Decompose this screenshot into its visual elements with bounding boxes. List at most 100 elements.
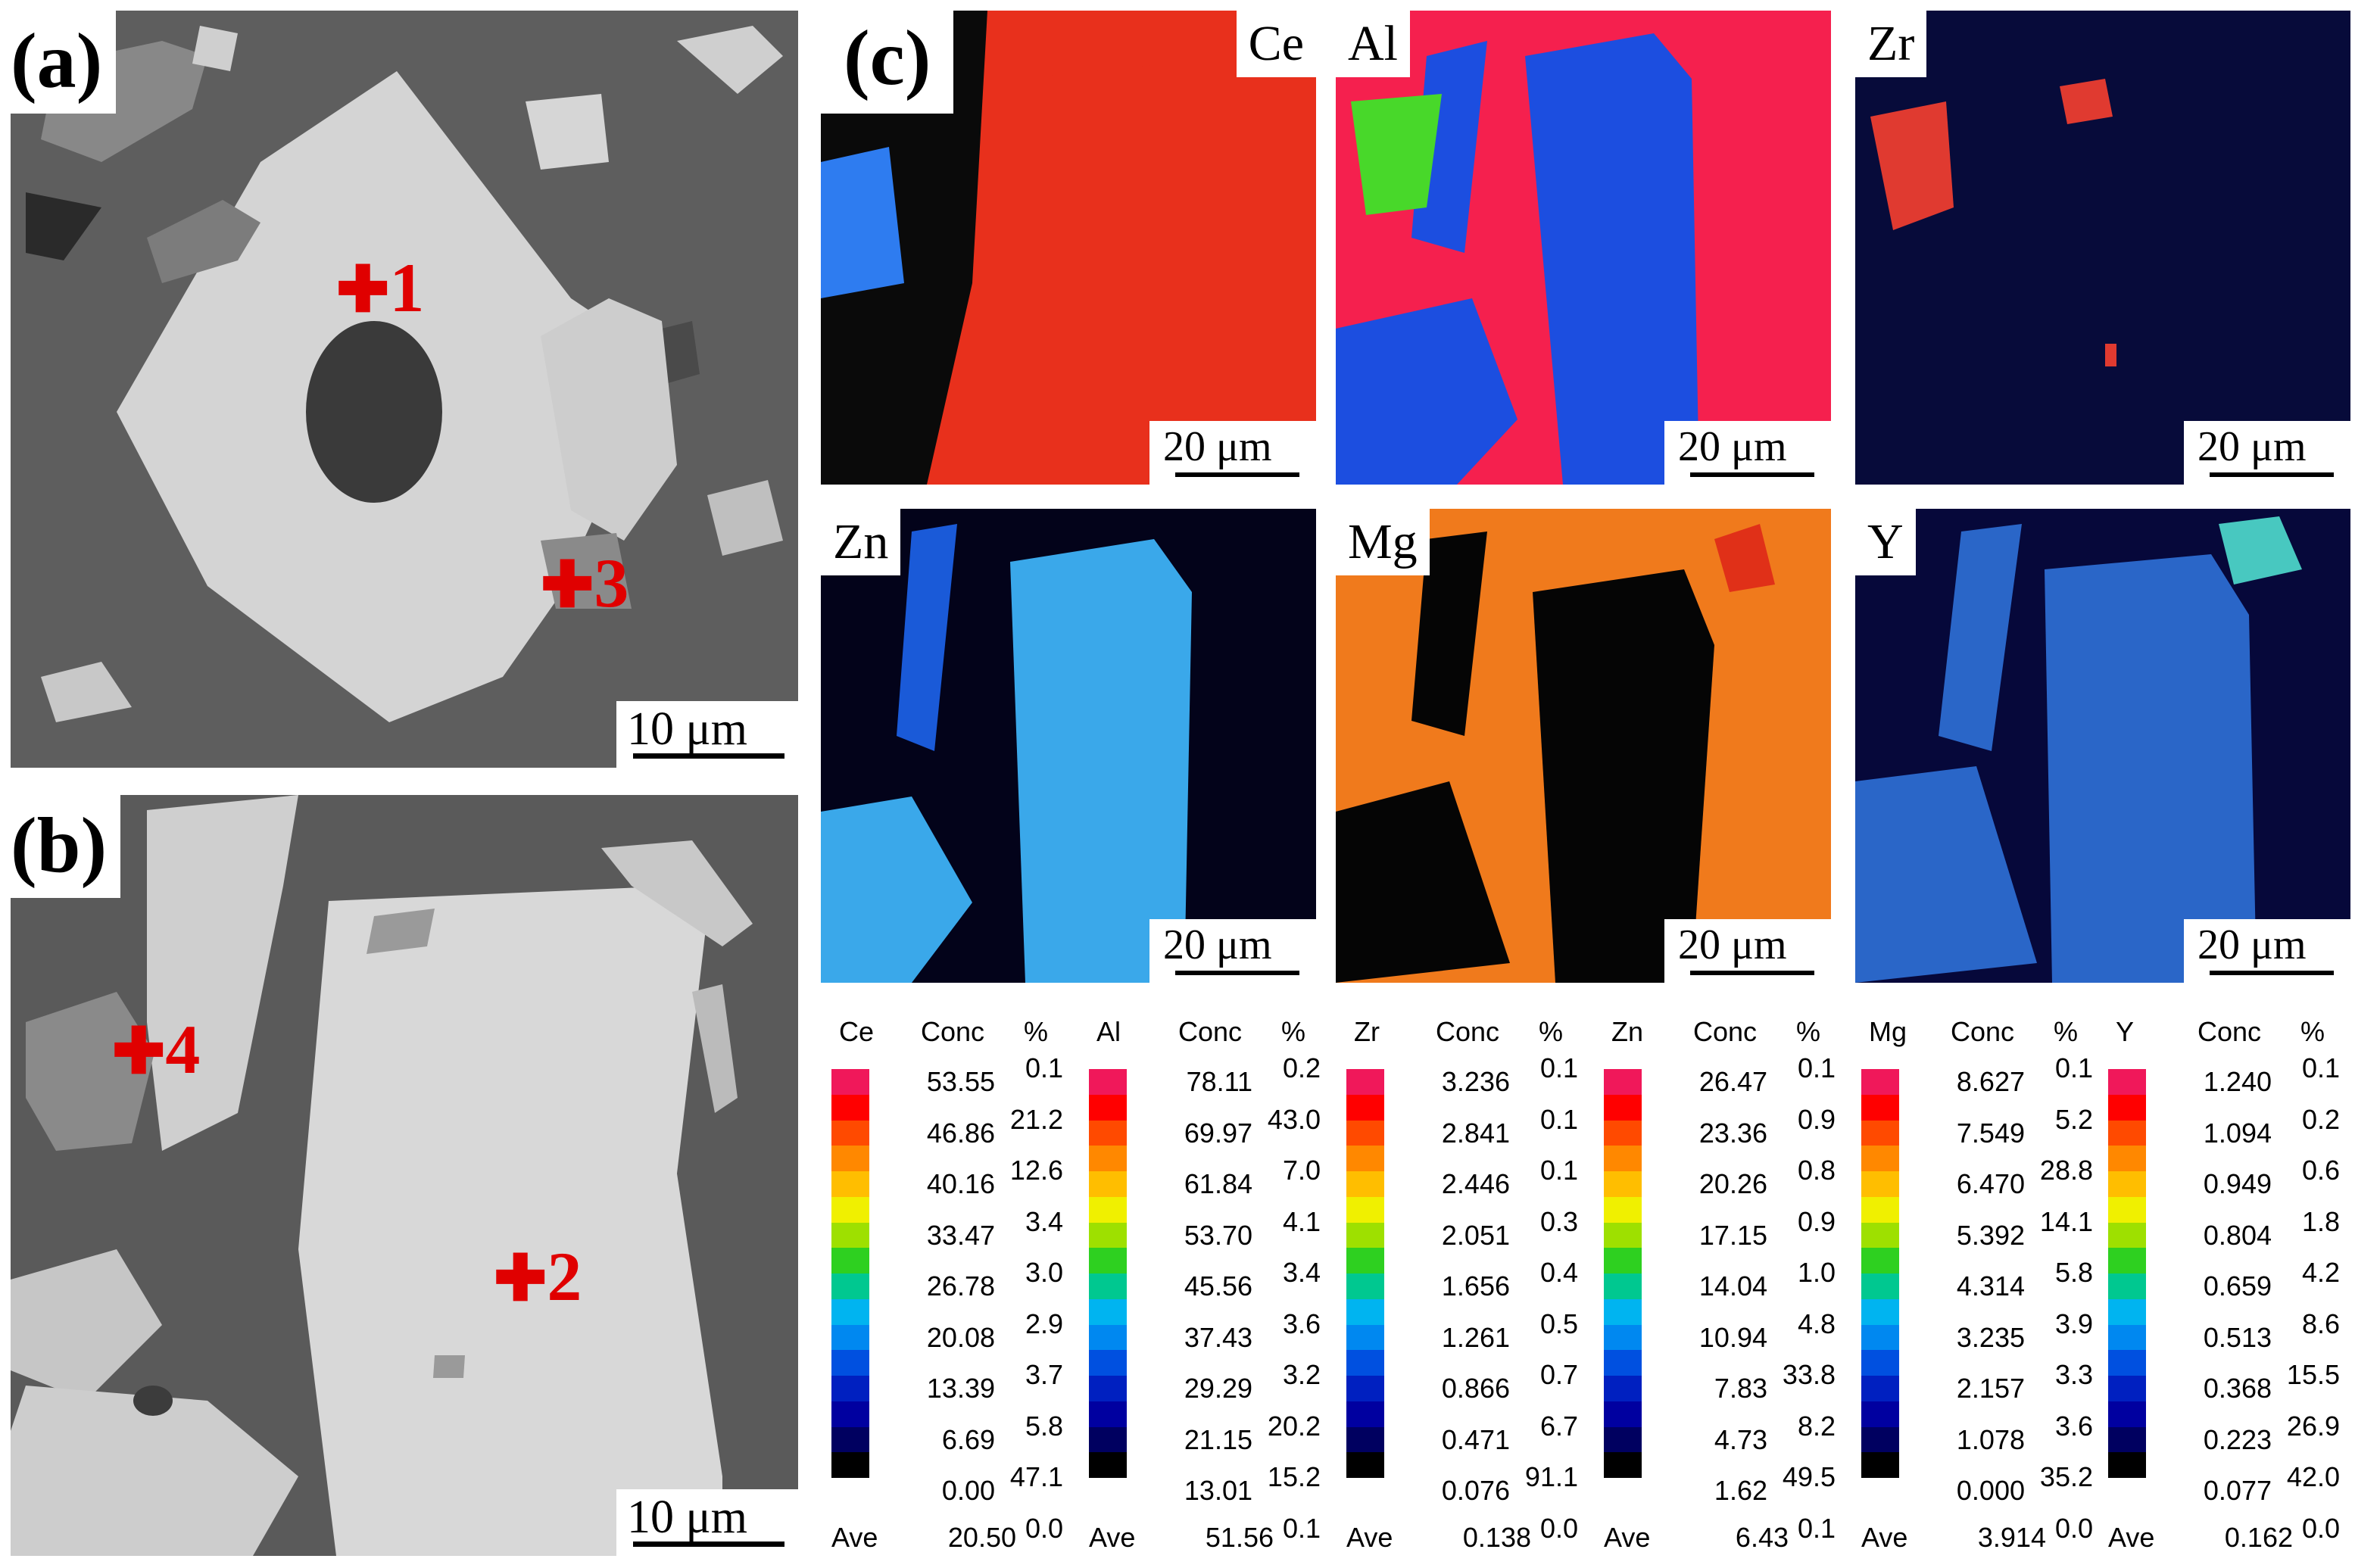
color-swatch — [831, 1324, 869, 1351]
color-swatch — [1346, 1069, 1384, 1095]
scale-bar: 20 μm — [1664, 919, 1831, 983]
conc-value: 26.78 — [926, 1270, 995, 1301]
scale-bar: 20 μm — [1664, 421, 1831, 485]
map-region — [1411, 41, 1487, 253]
colorbar-element: Zr — [1354, 1016, 1380, 1047]
color-swatch — [831, 1426, 869, 1453]
map-region — [1855, 766, 2037, 983]
color-swatch — [2108, 1452, 2146, 1478]
conc-value: 0.223 — [2203, 1423, 2272, 1455]
color-swatch — [831, 1069, 869, 1095]
element-label: Y — [1855, 509, 1916, 575]
sem-image-b: (b) ✚4 ✚2 10 μm — [11, 795, 798, 1556]
color-swatch — [1604, 1146, 1642, 1171]
scale-bar: 20 μm — [2184, 421, 2350, 485]
ave-label: Ave — [831, 1522, 878, 1553]
colorbar-mg: Mg Conc% 8.627 7.549 6.470 5.392 4.314 3.235 2.1… — [1851, 999, 2108, 1560]
colorbar-swatches — [1604, 1069, 1642, 1478]
pct-value: 28.8 — [2039, 1155, 2093, 1186]
pct-value: 0.7 — [1539, 1359, 1578, 1390]
map-region — [1939, 524, 2022, 751]
map-region — [1533, 569, 1714, 983]
ave-value: 3.914 — [1977, 1522, 2046, 1553]
color-swatch — [1346, 1426, 1384, 1453]
scale-line — [1690, 472, 1814, 477]
element-label: Al — [1336, 11, 1410, 77]
colorbar-pct-header: % — [1281, 1016, 1306, 1047]
color-swatch — [1346, 1146, 1384, 1171]
pct-value: 21.2 — [1009, 1103, 1063, 1135]
pct-value: 47.1 — [1009, 1461, 1063, 1492]
color-swatch — [831, 1401, 869, 1427]
conc-value: 3.235 — [1956, 1321, 2025, 1353]
conc-value: 26.47 — [1698, 1066, 1767, 1097]
pct-value: 0.1 — [1539, 1155, 1578, 1186]
color-swatch — [1089, 1248, 1127, 1273]
color-swatch — [1604, 1401, 1642, 1427]
color-swatch — [1346, 1273, 1384, 1299]
scale-bar: 20 μm — [1149, 919, 1316, 983]
pct-value: 0.1 — [1539, 1103, 1578, 1135]
conc-value: 37.43 — [1184, 1321, 1252, 1353]
color-swatch — [1861, 1146, 1899, 1171]
scale-line — [633, 753, 784, 759]
pct-value: 0.8 — [1797, 1155, 1836, 1186]
conc-value: 6.470 — [1956, 1168, 2025, 1199]
map-region — [821, 796, 972, 983]
conc-value: 0.368 — [2203, 1373, 2272, 1404]
color-swatch — [1861, 1298, 1899, 1325]
pct-value: 6.7 — [1539, 1410, 1578, 1442]
color-swatch — [831, 1196, 869, 1223]
color-swatch — [2108, 1324, 2146, 1351]
color-swatch — [2108, 1222, 2146, 1248]
conc-value: 0.949 — [2203, 1168, 2272, 1199]
color-swatch — [1089, 1452, 1127, 1478]
scale-line — [1175, 971, 1299, 975]
pct-value: 0.1 — [2301, 1052, 2340, 1083]
map-region — [1870, 101, 1954, 230]
marker-number: 2 — [547, 1238, 582, 1315]
conc-value: 53.55 — [926, 1066, 995, 1097]
color-swatch — [1861, 1324, 1899, 1351]
map-region — [1855, 11, 2350, 485]
pct-value: 0.3 — [1539, 1205, 1578, 1237]
conc-value: 4.314 — [1956, 1270, 2025, 1301]
pct-value: 5.8 — [1025, 1410, 1063, 1442]
sem-image-a: (a) ✚1 ✚3 10 μm — [11, 11, 798, 768]
color-swatch — [1346, 1350, 1384, 1376]
color-swatch — [1861, 1171, 1899, 1197]
cross-icon: ✚ — [541, 550, 594, 621]
cross-icon: ✚ — [494, 1244, 547, 1314]
color-swatch — [2108, 1426, 2146, 1453]
pct-value: 35.2 — [2039, 1461, 2093, 1492]
pct-value: 91.1 — [1524, 1461, 1578, 1492]
element-label: Zn — [821, 509, 901, 575]
scale-label: 10 μm — [627, 1492, 747, 1543]
colorbar-conc-header: Conc — [1693, 1016, 1758, 1047]
eds-map-image — [1855, 11, 2350, 485]
eds-map-al: Al 20 μm — [1336, 11, 1831, 485]
color-swatch — [1089, 1222, 1127, 1248]
color-swatch — [1346, 1401, 1384, 1427]
color-swatch — [1604, 1298, 1642, 1325]
pct-value: 0.0 — [1025, 1512, 1063, 1544]
color-swatch — [831, 1298, 869, 1325]
conc-value: 14.04 — [1698, 1270, 1767, 1301]
pct-value: 8.2 — [1797, 1410, 1836, 1442]
eds-map-image — [1336, 11, 1831, 485]
colorbar-pct-header: % — [1796, 1016, 1821, 1047]
pct-value: 3.9 — [2054, 1308, 2093, 1339]
conc-value: 0.000 — [1956, 1475, 2025, 1506]
conc-value: 5.392 — [1956, 1219, 2025, 1251]
conc-value: 78.11 — [1186, 1066, 1252, 1097]
conc-value: 0.077 — [2203, 1475, 2272, 1506]
color-swatch — [831, 1248, 869, 1273]
pct-value: 5.8 — [2054, 1257, 2093, 1288]
color-swatch — [1861, 1196, 1899, 1223]
color-swatch — [1089, 1196, 1127, 1223]
color-swatch — [831, 1120, 869, 1146]
color-swatch — [831, 1222, 869, 1248]
conc-value: 0.471 — [1441, 1423, 1510, 1455]
scale-line — [1175, 472, 1299, 477]
pct-value: 14.1 — [2039, 1205, 2093, 1237]
